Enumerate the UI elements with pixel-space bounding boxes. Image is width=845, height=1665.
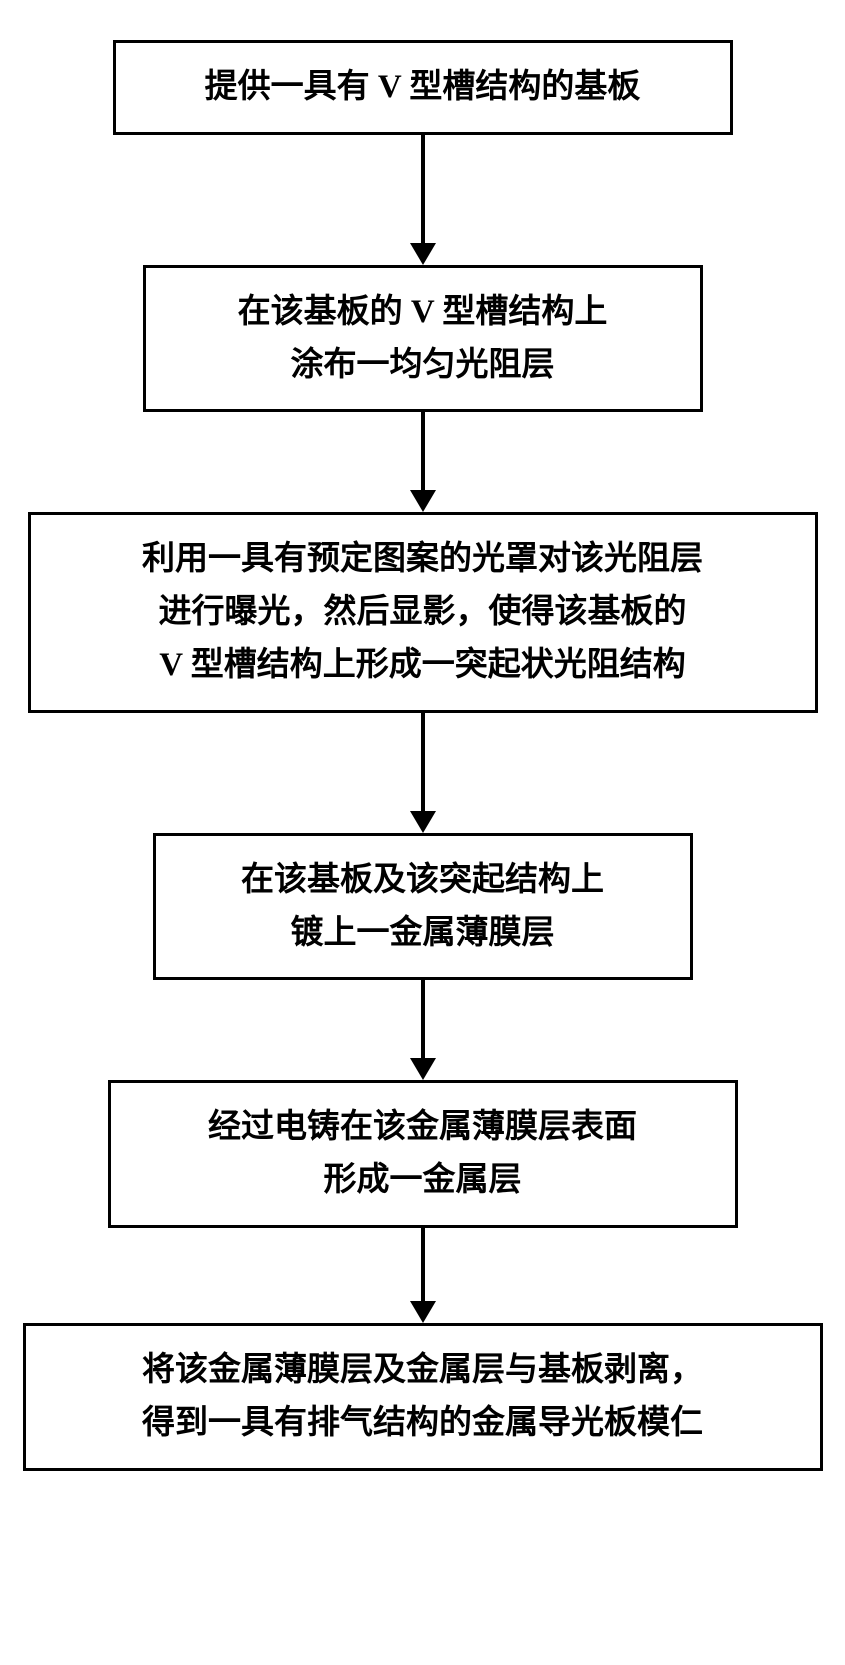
arrow-line — [421, 713, 425, 811]
flowchart-container: 提供一具有 V 型槽结构的基板 在该基板的 V 型槽结构上 涂布一均匀光阻层 利… — [0, 40, 845, 1471]
flowchart-node-3: 利用一具有预定图案的光罩对该光阻层 进行曝光，然后显影，使得该基板的 V 型槽结… — [28, 512, 818, 712]
flowchart-node-2: 在该基板的 V 型槽结构上 涂布一均匀光阻层 — [143, 265, 703, 413]
flowchart-node-6: 将该金属薄膜层及金属层与基板剥离， 得到一具有排气结构的金属导光板模仁 — [23, 1323, 823, 1471]
arrow-head-icon — [410, 490, 436, 512]
flowchart-arrow-5 — [410, 1228, 436, 1323]
flowchart-node-5: 经过电铸在该金属薄膜层表面 形成一金属层 — [108, 1080, 738, 1228]
arrow-line — [421, 412, 425, 490]
node-text: 利用一具有预定图案的光罩对该光阻层 进行曝光，然后显影，使得该基板的 V 型槽结… — [142, 533, 703, 691]
arrow-head-icon — [410, 811, 436, 833]
node-text: 在该基板及该突起结构上 镀上一金属薄膜层 — [241, 854, 604, 960]
arrow-line — [421, 135, 425, 243]
node-text: 将该金属薄膜层及金属层与基板剥离， 得到一具有排气结构的金属导光板模仁 — [142, 1344, 703, 1450]
arrow-line — [421, 1228, 425, 1301]
arrow-head-icon — [410, 1301, 436, 1323]
arrow-line — [421, 980, 425, 1058]
arrow-head-icon — [410, 243, 436, 265]
node-text: 经过电铸在该金属薄膜层表面 形成一金属层 — [208, 1101, 637, 1207]
arrow-head-icon — [410, 1058, 436, 1080]
flowchart-arrow-2 — [410, 412, 436, 512]
flowchart-arrow-1 — [410, 135, 436, 265]
node-text: 提供一具有 V 型槽结构的基板 — [205, 61, 641, 114]
flowchart-arrow-3 — [410, 713, 436, 833]
flowchart-arrow-4 — [410, 980, 436, 1080]
flowchart-node-4: 在该基板及该突起结构上 镀上一金属薄膜层 — [153, 833, 693, 981]
node-text: 在该基板的 V 型槽结构上 涂布一均匀光阻层 — [238, 286, 608, 392]
flowchart-node-1: 提供一具有 V 型槽结构的基板 — [113, 40, 733, 135]
